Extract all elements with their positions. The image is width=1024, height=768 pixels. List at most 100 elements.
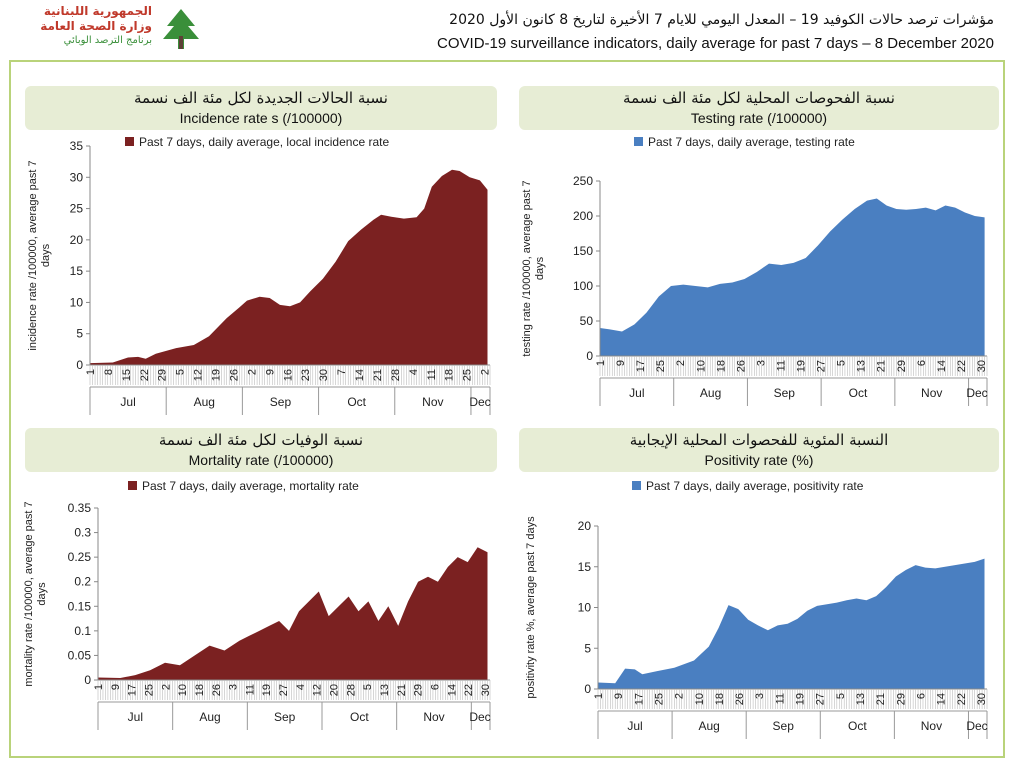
x-tick-label: 19 bbox=[211, 369, 223, 381]
x-tick-label: 30 bbox=[976, 693, 988, 705]
positivity-title-box: النسبة المئوية للفحصوات المحلية الإيجابي… bbox=[519, 428, 999, 472]
x-tick-label: 10 bbox=[694, 693, 706, 705]
logo-line-1: الجمهورية اللبنانية bbox=[43, 4, 152, 18]
month-label: Nov bbox=[422, 395, 443, 409]
x-tick-label: 16 bbox=[282, 369, 294, 381]
x-tick-label: 1 bbox=[85, 369, 97, 375]
x-tick-label: 27 bbox=[278, 684, 290, 696]
legend-swatch bbox=[125, 137, 134, 146]
legend-label: Past 7 days, daily average, mortality ra… bbox=[142, 479, 359, 493]
x-tick-label: 2 bbox=[160, 684, 172, 690]
x-tick-label: 2 bbox=[246, 369, 258, 375]
mortality-title-en: Mortality rate (/100000) bbox=[188, 452, 334, 468]
x-tick-label: 14 bbox=[936, 693, 948, 705]
x-tick-label: 22 bbox=[956, 693, 968, 705]
y-tick-label: 0.1 bbox=[74, 624, 91, 638]
y-tick-label: 0.3 bbox=[74, 526, 91, 540]
month-label: Jul bbox=[629, 386, 644, 400]
x-tick-label: 29 bbox=[157, 369, 169, 381]
x-tick-label: 20 bbox=[329, 684, 341, 696]
x-tick-label: 22 bbox=[956, 360, 968, 372]
month-label: Oct bbox=[848, 719, 867, 733]
y-tick-label: 0.25 bbox=[68, 550, 92, 564]
x-tick-label: 9 bbox=[264, 369, 276, 375]
month-label: Sep bbox=[274, 710, 296, 724]
legend-swatch bbox=[634, 137, 643, 146]
x-tick-label: 30 bbox=[480, 684, 492, 696]
testing-title-ar: نسبة الفحوصات المحلية لكل مئة الف نسمة bbox=[623, 89, 895, 107]
y-axis-label-line: days bbox=[534, 256, 546, 280]
x-tick-label: 29 bbox=[413, 684, 425, 696]
y-tick-label: 10 bbox=[578, 601, 592, 615]
incidence-title-ar: نسبة الحالات الجديدة لكل مئة الف نسمة bbox=[134, 89, 388, 107]
x-tick-label: 29 bbox=[895, 693, 907, 705]
month-label: Jul bbox=[627, 719, 642, 733]
x-tick-label: 21 bbox=[875, 693, 887, 705]
x-tick-label: 18 bbox=[444, 369, 456, 381]
charts-frame bbox=[9, 60, 1005, 758]
y-tick-label: 0.2 bbox=[74, 575, 91, 589]
mortality-chart: 0 0.05 0.1 0.15 0.2 0.25 0.3 0.35 1 9 17 25 2 10 18 26 3… bbox=[23, 479, 492, 730]
y-axis-label: testing rate /100000, average past 7days bbox=[521, 180, 546, 356]
testing-title-en: Testing rate (/100000) bbox=[690, 110, 828, 126]
y-axis-label: incidence rate /100000, average past 7da… bbox=[27, 160, 52, 350]
incidence-title-box: نسبة الحالات الجديدة لكل مئة الف نسمة In… bbox=[25, 86, 497, 130]
x-tick-label: 21 bbox=[372, 369, 384, 381]
month-label: Oct bbox=[849, 386, 868, 400]
legend-label: Past 7 days, daily average, testing rate bbox=[648, 135, 855, 149]
x-tick-label: 18 bbox=[714, 693, 726, 705]
x-tick-label: 11 bbox=[775, 360, 787, 371]
x-tick-label: 12 bbox=[312, 684, 324, 696]
y-axis-label-line: incidence rate /100000, average past 7 bbox=[27, 160, 39, 350]
month-label: Nov bbox=[921, 386, 942, 400]
logo-line-2: وزارة الصحة العامة bbox=[40, 19, 152, 33]
x-tick-label: 25 bbox=[143, 684, 155, 696]
x-tick-label: 19 bbox=[795, 693, 807, 705]
x-tick-label: 15 bbox=[121, 369, 133, 381]
month-label: Aug bbox=[700, 386, 721, 400]
month-label: Oct bbox=[350, 710, 369, 724]
x-tick-label: 6 bbox=[429, 684, 441, 690]
month-label: Dec bbox=[469, 710, 490, 724]
x-tick-label: 25 bbox=[653, 693, 665, 705]
y-tick-label: 100 bbox=[573, 279, 593, 293]
x-tick-label: 7 bbox=[336, 369, 348, 375]
y-tick-label: 0.05 bbox=[68, 648, 92, 662]
x-tick-label: 26 bbox=[734, 693, 746, 705]
x-tick-label: 14 bbox=[354, 369, 366, 381]
x-tick-label: 1 bbox=[93, 684, 105, 690]
y-tick-label: 0 bbox=[586, 349, 593, 363]
month-label: Dec bbox=[469, 395, 490, 409]
x-tick-label: 25 bbox=[655, 360, 667, 372]
y-axis-label-line: days bbox=[36, 582, 48, 606]
x-tick-label: 21 bbox=[396, 684, 408, 696]
x-tick-label: 21 bbox=[876, 360, 888, 372]
y-tick-label: 25 bbox=[70, 202, 84, 216]
x-tick-label: 6 bbox=[915, 693, 927, 699]
x-tick-label: 1 bbox=[593, 693, 605, 699]
x-tick-label: 11 bbox=[244, 684, 256, 695]
x-tick-label: 5 bbox=[835, 693, 847, 699]
y-tick-label: 200 bbox=[573, 209, 593, 223]
x-tick-label: 2 bbox=[674, 693, 686, 699]
cedar-icon bbox=[163, 9, 199, 49]
x-tick-label: 9 bbox=[615, 360, 627, 366]
mortality-title-ar: نسبة الوفيات لكل مئة الف نسمة bbox=[158, 431, 364, 449]
series-area bbox=[90, 169, 488, 365]
x-tick-label: 27 bbox=[815, 693, 827, 705]
x-tick-label: 26 bbox=[211, 684, 223, 696]
month-label: Jul bbox=[120, 395, 135, 409]
month-label: Sep bbox=[774, 386, 796, 400]
x-tick-label: 26 bbox=[735, 360, 747, 372]
month-label: Oct bbox=[347, 395, 366, 409]
x-tick-label: 6 bbox=[916, 360, 928, 366]
y-axis-label-line: mortality rate /100000, average past 7 bbox=[23, 501, 35, 686]
x-tick-label: 5 bbox=[175, 369, 187, 375]
y-tick-label: 0 bbox=[584, 682, 591, 696]
month-label: Dec bbox=[966, 719, 987, 733]
y-tick-label: 15 bbox=[70, 264, 84, 278]
y-tick-label: 30 bbox=[70, 170, 84, 184]
legend-label: Past 7 days, daily average, local incide… bbox=[139, 135, 389, 149]
month-label: Sep bbox=[773, 719, 795, 733]
